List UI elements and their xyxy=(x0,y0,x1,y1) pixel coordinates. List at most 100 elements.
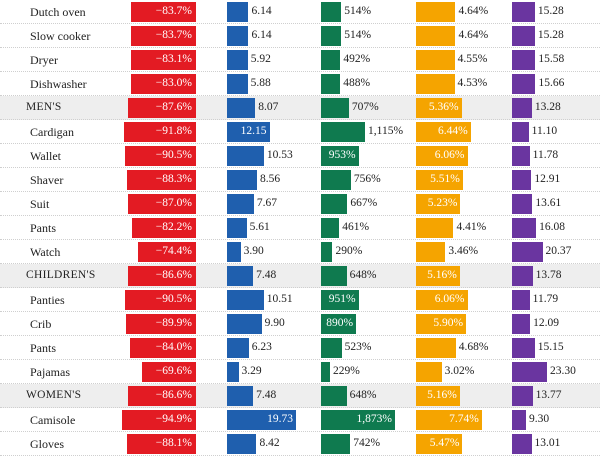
value-label: 5.92 xyxy=(250,53,271,65)
value-label: 5.61 xyxy=(249,221,270,233)
bar-s4-slow-cooker xyxy=(416,26,456,46)
bar-s1-dutch-oven xyxy=(130,2,196,22)
bar-s1-pants xyxy=(130,338,196,358)
value-label: 4.41% xyxy=(456,221,487,233)
bar-s5-dutch-oven xyxy=(512,2,535,22)
value-label: 3.29 xyxy=(241,365,262,377)
bar-s3-cardigan xyxy=(321,122,366,142)
bar-s4-children-s xyxy=(416,266,460,286)
bar-s3-pants xyxy=(321,218,340,238)
category-label: Wallet xyxy=(30,149,62,163)
row-divider xyxy=(0,215,600,216)
bar-s1-wallet xyxy=(125,146,196,166)
bar-s1-watch xyxy=(137,242,196,262)
table-row: Panties −90.5% 10.51 951% 6.06% 11.79 xyxy=(0,288,600,312)
bar-s2-cardigan xyxy=(227,122,270,142)
bar-s2-dryer xyxy=(227,50,248,70)
bar-s4-cardigan xyxy=(416,122,471,142)
bar-s2-pajamas xyxy=(227,362,239,382)
value-label: −83.1% xyxy=(155,53,192,65)
value-label: 4.55% xyxy=(457,53,488,65)
value-label: 13.78 xyxy=(535,269,562,281)
value-label: 12.91 xyxy=(534,173,561,185)
bar-s5-wallet xyxy=(512,146,530,166)
bar-s2-children-s xyxy=(227,266,254,286)
table-row: Dutch oven −83.7% 6.14 514% 4.64% 15.28 xyxy=(0,0,600,24)
value-label: 5.36% xyxy=(428,101,459,113)
category-label: Dryer xyxy=(30,53,58,67)
value-label: 8.42 xyxy=(259,437,280,449)
row-divider xyxy=(0,311,600,312)
value-label: −87.6% xyxy=(155,101,192,113)
bar-s3-shaver xyxy=(321,170,351,190)
group-row: CHILDREN'S −86.6% 7.48 648% 5.16% 13.78 xyxy=(0,264,600,288)
bar-s5-shaver xyxy=(512,170,532,190)
bar-s3-women-s xyxy=(321,386,347,406)
row-divider xyxy=(0,71,600,72)
category-label: Gloves xyxy=(30,437,64,451)
value-label: 12.15 xyxy=(240,125,267,137)
value-label: 890% xyxy=(326,317,354,329)
bar-s4-dutch-oven xyxy=(416,2,456,22)
bar-s5-camisole xyxy=(512,410,526,430)
bar-s5-pants xyxy=(512,338,535,358)
bar-s4-men-s xyxy=(416,98,462,118)
category-label: Crib xyxy=(30,317,52,331)
table-row: Pants −84.0% 6.23 523% 4.68% 15.15 xyxy=(0,336,600,360)
bar-s1-dishwasher xyxy=(131,74,196,94)
value-label: 5.51% xyxy=(430,173,460,185)
row-divider xyxy=(0,47,600,48)
value-label: 9.30 xyxy=(528,413,550,425)
bar-s2-women-s xyxy=(227,386,254,406)
category-label: Slow cooker xyxy=(30,29,91,43)
bar-s2-shaver xyxy=(227,170,257,190)
value-label: 3.02% xyxy=(444,365,475,377)
bar-s4-crib xyxy=(416,314,467,334)
value-label: −88.1% xyxy=(155,437,192,449)
bar-s5-suit xyxy=(512,194,533,214)
value-label: 5.16% xyxy=(427,389,457,401)
value-label: 13.28 xyxy=(534,101,561,113)
value-label: −82.2% xyxy=(155,221,192,233)
bar-s1-suit xyxy=(128,194,196,214)
value-label: 5.88 xyxy=(250,77,271,89)
category-label: Camisole xyxy=(30,413,76,427)
value-label: 951% xyxy=(328,293,356,305)
bar-s1-pants xyxy=(131,218,196,238)
value-label: −87.0% xyxy=(155,197,192,209)
value-label: 11.79 xyxy=(532,293,559,305)
bar-s5-cardigan xyxy=(512,122,529,142)
table-row: Watch −74.4% 3.90 290% 3.46% 20.37 xyxy=(0,240,600,264)
bar-s3-children-s xyxy=(321,266,347,286)
value-label: −84.0% xyxy=(155,341,192,353)
bar-s5-pants xyxy=(512,218,537,238)
bar-s1-dryer xyxy=(131,50,196,70)
value-label: 15.28 xyxy=(537,29,564,41)
table-row: Dishwasher −83.0% 5.88 488% 4.53% 15.66 xyxy=(0,72,600,96)
bar-s5-women-s xyxy=(512,386,533,406)
value-label: 23.30 xyxy=(549,365,576,377)
value-label: −83.0% xyxy=(155,77,192,89)
category-label: CHILDREN'S xyxy=(26,269,96,281)
group-row: MEN'S −87.6% 8.07 707% 5.36% 13.28 xyxy=(0,96,600,120)
value-label: −86.6% xyxy=(155,269,192,281)
bar-s1-cardigan xyxy=(124,122,196,142)
value-label: 648% xyxy=(349,269,377,281)
value-label: 15.15 xyxy=(537,341,564,353)
value-label: 13.61 xyxy=(535,197,562,209)
row-divider xyxy=(0,23,600,24)
value-label: 523% xyxy=(344,341,372,353)
row-divider xyxy=(0,287,600,288)
category-label: Dutch oven xyxy=(30,5,86,19)
table-row: Camisole −94.9% 19.73 1,873% 7.74% 9.30 xyxy=(0,408,600,432)
value-label: 3.90 xyxy=(243,245,264,257)
bar-s3-dishwasher xyxy=(321,74,341,94)
bar-s5-pajamas xyxy=(512,362,547,382)
bar-s4-suit xyxy=(416,194,461,214)
value-label: −94.9% xyxy=(155,413,192,425)
group-row: WOMEN'S −86.6% 7.48 648% 5.16% 13.77 xyxy=(0,384,600,408)
bar-s4-watch xyxy=(416,242,446,262)
bar-s5-watch xyxy=(512,242,543,262)
value-label: 461% xyxy=(342,221,370,233)
